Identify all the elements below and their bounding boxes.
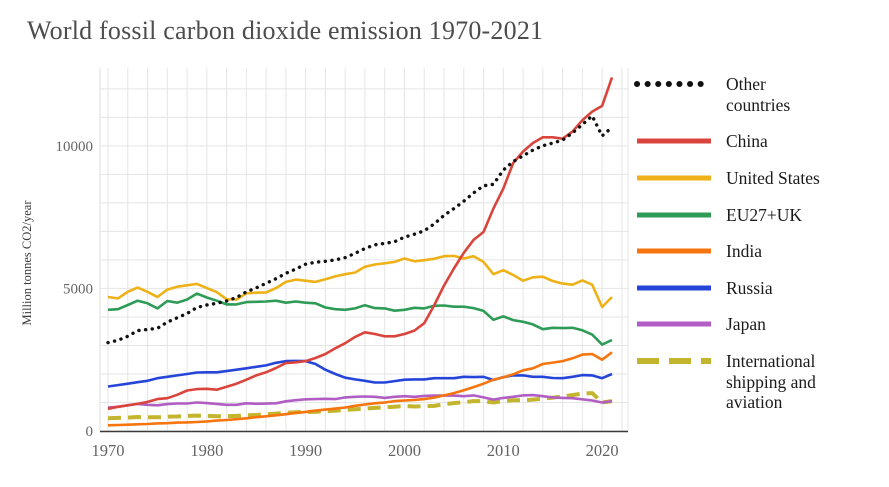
y-tick-label-0: 0 <box>86 424 94 440</box>
x-tick-label-1980: 1980 <box>190 441 223 460</box>
legend-swatch-other-countries-icon <box>634 81 714 87</box>
legend-item-india: India <box>633 241 887 262</box>
series-line-eu27-uk <box>107 292 613 346</box>
x-axis-ticks: 1970 1980 1990 2000 2010 2020 <box>92 441 619 460</box>
legend-swatch-united-states-icon <box>637 175 711 181</box>
y-axis-ticks: 0 5000 10000 <box>56 139 94 440</box>
legend-item-international-shipping-and-aviation: International shipping and aviation <box>633 351 887 413</box>
series-line-india <box>107 351 613 427</box>
legend-label-russia: Russia <box>726 277 773 298</box>
legend-swatch-india-icon <box>637 248 711 254</box>
x-tick-label-1990: 1990 <box>289 441 322 460</box>
x-tick-label-2010: 2010 <box>487 441 520 460</box>
y-tick-label-5000: 5000 <box>63 281 93 297</box>
legend-label-eu27-uk: EU27+UK <box>726 204 802 225</box>
legend-item-japan: Japan <box>633 314 887 335</box>
legend-label-united-states: United States <box>726 167 820 188</box>
legend-item-russia: Russia <box>633 278 887 299</box>
legend-swatch-japan-icon <box>637 321 711 327</box>
chart-legend: Other countries China United States EU27+UK… <box>633 74 887 413</box>
legend-item-united-states: United States <box>633 168 887 189</box>
series-line-other-countries <box>106 114 614 345</box>
y-tick-label-10000: 10000 <box>56 139 94 155</box>
chart-title: World fossil carbon dioxide emission 197… <box>27 16 544 45</box>
legend-item-eu27-uk: EU27+UK <box>633 205 887 226</box>
x-tick-label-2000: 2000 <box>388 441 421 460</box>
legend-swatch-china-icon <box>637 138 711 144</box>
series-line-international-shipping-and-aviation <box>107 391 613 421</box>
emissions-line-chart: 0 5000 10000 1970 1980 1990 2000 2010 2020 Millio… <box>20 68 629 460</box>
series-line-united-states <box>107 254 613 309</box>
series-lines <box>106 76 614 427</box>
legend-swatch-russia-icon <box>637 285 711 291</box>
y-axis-label: Million tonnes CO2/year <box>20 200 34 326</box>
series-line-russia <box>107 359 613 388</box>
series-line-japan <box>107 393 613 409</box>
gridlines <box>99 68 629 432</box>
legend-label-other-countries: Other countries <box>726 74 791 115</box>
legend-swatch-eu27-uk-icon <box>637 212 711 218</box>
series-line-china <box>107 76 614 411</box>
legend-label-international-shipping-and-aviation: International shipping and aviation <box>726 351 816 413</box>
legend-label-india: India <box>726 241 762 262</box>
x-tick-label-1970: 1970 <box>92 441 125 460</box>
legend-item-other-countries: Other countries <box>633 74 887 115</box>
legend-swatch-international-shipping-and-aviation-icon <box>637 358 711 365</box>
legend-label-china: China <box>726 131 768 152</box>
legend-item-china: China <box>633 131 887 152</box>
x-tick-label-2020: 2020 <box>586 441 619 460</box>
legend-label-japan: Japan <box>726 314 766 335</box>
